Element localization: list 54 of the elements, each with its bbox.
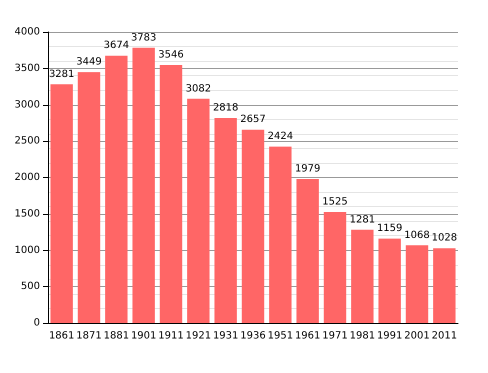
y-tick-label: 3000 (14, 99, 40, 110)
x-tick-label: 2001 (404, 330, 430, 342)
data-label: 1159 (376, 223, 402, 234)
data-label: 2424 (268, 131, 294, 142)
bar (214, 118, 237, 323)
x-tick-label: 1936 (240, 330, 266, 342)
data-label: 3082 (186, 83, 212, 94)
data-label: 1525 (322, 196, 348, 208)
y-tick-label: 2500 (14, 136, 40, 147)
data-label: 3281 (48, 68, 74, 80)
bar (105, 56, 128, 323)
bar (187, 98, 210, 323)
bar (242, 130, 264, 323)
bar (296, 179, 319, 323)
x-tick-label: 1871 (76, 330, 102, 342)
data-label: 1068 (404, 230, 430, 241)
x-tick-label: 1911 (158, 330, 184, 342)
y-tick-label: 0 (34, 318, 40, 328)
bar (378, 238, 401, 323)
x-tick-label: 1961 (294, 330, 320, 342)
bar (324, 212, 346, 323)
data-label: 2818 (212, 102, 238, 114)
y-tick-label: 4000 (14, 26, 40, 38)
data-label: 3449 (76, 56, 102, 68)
x-tick-label: 1971 (322, 330, 348, 342)
bar (160, 65, 182, 323)
bar (406, 245, 428, 323)
x-tick-label: 1951 (268, 330, 294, 342)
data-label: 3674 (104, 40, 130, 52)
y-tick-label: 1000 (14, 244, 40, 256)
data-label: 3546 (158, 50, 184, 61)
x-tick-label: 1931 (212, 330, 238, 342)
x-tick-label: 1991 (376, 330, 402, 342)
bar (433, 248, 456, 323)
data-label: 2657 (240, 114, 266, 126)
x-tick-label: 1981 (350, 330, 376, 342)
bar (78, 72, 100, 323)
data-label: 1281 (350, 214, 376, 226)
bar (269, 146, 292, 323)
y-tick-label: 500 (20, 281, 40, 292)
y-tick-label: 1500 (14, 208, 40, 220)
bar (132, 48, 155, 323)
y-tick-label: 2000 (14, 172, 40, 183)
bar (50, 84, 73, 323)
data-label: 1979 (294, 164, 320, 175)
x-tick-label: 1921 (186, 330, 212, 342)
x-tick-label: 1901 (130, 330, 156, 342)
bar (351, 230, 374, 323)
data-label: 3783 (130, 32, 156, 44)
x-tick-label: 1881 (104, 330, 130, 342)
x-tick-label: 1861 (48, 330, 74, 342)
y-tick-label: 3500 (14, 62, 40, 74)
data-label: 1028 (432, 232, 458, 244)
x-tick-label: 2011 (432, 330, 458, 342)
